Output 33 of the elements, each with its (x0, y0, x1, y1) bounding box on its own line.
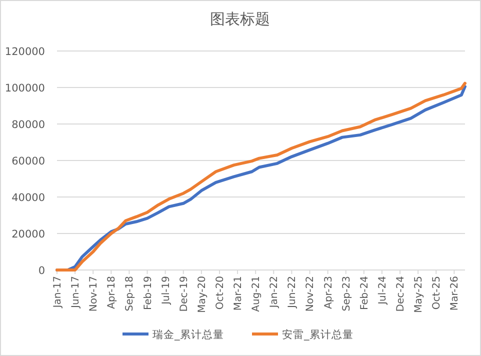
x-tick-label: Jan-17 (52, 276, 64, 309)
x-tick-label: Sep-18 (124, 276, 136, 312)
x-tick-label: Feb-19 (142, 276, 154, 310)
y-tick-label: 0 (38, 265, 45, 277)
x-tick-label: Jun-17 (70, 276, 82, 309)
legend-label: 瑞金_累计总量 (152, 328, 224, 341)
x-tick-label: Aug-21 (251, 276, 262, 312)
x-tick-label: Dec-24 (396, 276, 407, 312)
y-tick-label: 120000 (4, 46, 45, 58)
x-tick-label: Apr-23 (323, 276, 334, 309)
y-tick-label: 40000 (12, 192, 45, 204)
x-tick-label: Mar-21 (233, 276, 244, 311)
chart-title: 图表标题 (210, 10, 270, 28)
y-tick-label: 80000 (12, 119, 45, 131)
y-tick-label: 100000 (4, 82, 45, 94)
x-tick-label: Mar-26 (450, 276, 461, 311)
x-tick-label: Oct-20 (214, 276, 226, 310)
x-tick-label: Jun-22 (287, 276, 298, 309)
x-tick-label: Nov-17 (88, 276, 100, 312)
x-tick-label: Dec-19 (178, 276, 190, 312)
y-tick-label: 20000 (12, 228, 45, 240)
x-tick-label: Apr-18 (106, 276, 118, 309)
x-tick-label: Sep-23 (341, 276, 352, 312)
x-tick-label: Oct-25 (432, 276, 443, 310)
x-tick-label: Jul-19 (160, 276, 172, 306)
x-tick-label: May-20 (196, 276, 208, 313)
x-tick-label: Nov-22 (305, 276, 316, 312)
x-tick-label: Jul-24 (377, 276, 388, 306)
y-tick-label: 60000 (12, 156, 45, 168)
x-tick-label: Jan-22 (269, 276, 280, 309)
legend-label: 安雷_累计总量 (282, 328, 354, 341)
x-tick-label: Feb-24 (359, 276, 370, 310)
x-tick-label: May-25 (414, 276, 425, 313)
